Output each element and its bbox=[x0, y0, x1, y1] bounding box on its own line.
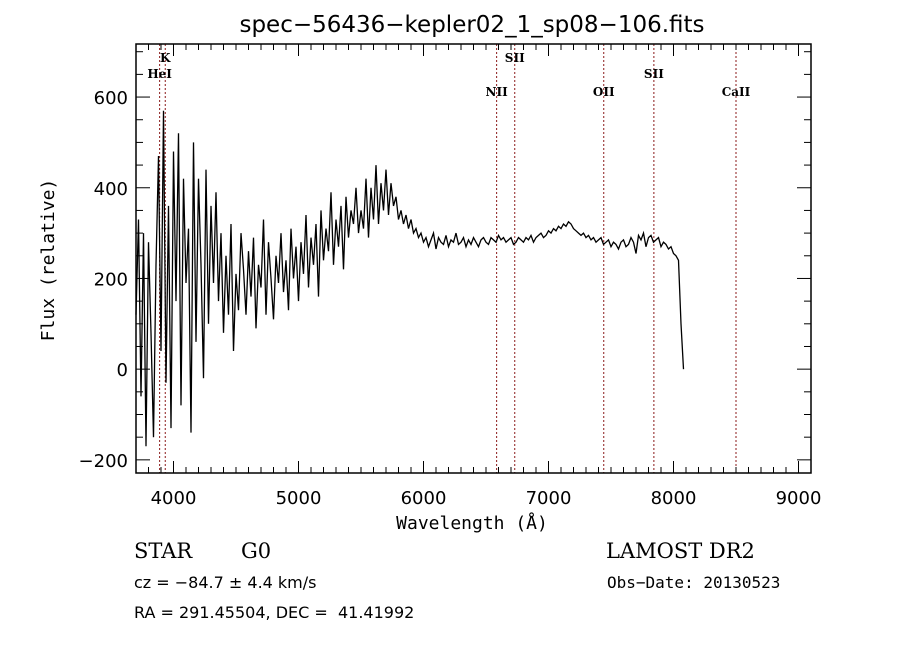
y-tick-labels: −200 0 200 400 600 bbox=[79, 88, 128, 472]
y-tick-label: 200 bbox=[94, 269, 128, 290]
line-marker-label: K bbox=[160, 51, 171, 65]
line-marker-label: NII bbox=[486, 85, 509, 99]
spectrum-series bbox=[135, 110, 685, 447]
y-axis-label: Flux (relative) bbox=[38, 179, 59, 342]
radial-velocity: cz = −84.7 ± 4.4 km/s bbox=[134, 573, 317, 592]
survey-name: LAMOST DR2 bbox=[606, 539, 755, 563]
object-type: STAR bbox=[134, 539, 193, 563]
y-tick-label: 0 bbox=[117, 360, 128, 381]
x-tick-label: 4000 bbox=[151, 488, 197, 509]
chart-title: spec−56436−kepler02_1_sp08−106.fits bbox=[239, 12, 704, 38]
series-line-flux bbox=[135, 110, 685, 447]
line-marker-label: HeI bbox=[147, 67, 172, 81]
y-tick-label: 400 bbox=[94, 179, 128, 200]
x-tick-label: 6000 bbox=[401, 488, 447, 509]
x-tick-labels: 4000 5000 6000 7000 8000 9000 bbox=[151, 488, 822, 509]
y-tick-label: 600 bbox=[94, 88, 128, 109]
line-marker-label: SII bbox=[505, 51, 525, 65]
x-axis-label: Wavelength (Å) bbox=[396, 512, 548, 534]
spectral-subclass: G0 bbox=[241, 539, 272, 563]
coordinates: RA = 291.45504, DEC = 41.41992 bbox=[134, 603, 415, 622]
x-tick-label: 5000 bbox=[276, 488, 322, 509]
line-marker-label: SII bbox=[644, 67, 664, 81]
plot-frame bbox=[135, 43, 812, 474]
line-marker-label: CaII bbox=[722, 85, 751, 99]
observation-date: Obs−Date: 20130523 bbox=[607, 573, 781, 592]
line-markers: K HeI NII SII OII SII CaII bbox=[147, 44, 751, 473]
x-tick-label: 7000 bbox=[526, 488, 572, 509]
y-tick-label: −200 bbox=[79, 451, 128, 472]
axis-ticks bbox=[135, 44, 812, 473]
x-tick-label: 9000 bbox=[776, 488, 822, 509]
line-marker-label: OII bbox=[593, 85, 615, 99]
x-tick-label: 8000 bbox=[651, 488, 697, 509]
